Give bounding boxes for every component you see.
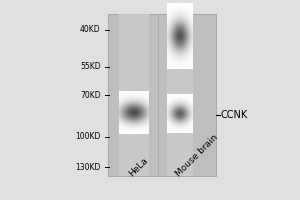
Text: 40KD: 40KD — [80, 25, 101, 34]
Text: HeLa: HeLa — [127, 155, 150, 178]
Text: CCNK: CCNK — [220, 110, 248, 120]
Text: 70KD: 70KD — [80, 91, 101, 100]
Text: 55KD: 55KD — [80, 62, 101, 71]
FancyBboxPatch shape — [108, 14, 216, 176]
Text: 100KD: 100KD — [75, 132, 100, 141]
FancyBboxPatch shape — [167, 14, 193, 176]
Text: 130KD: 130KD — [75, 163, 100, 172]
Text: Mouse brain: Mouse brain — [174, 132, 219, 178]
FancyBboxPatch shape — [118, 14, 148, 176]
